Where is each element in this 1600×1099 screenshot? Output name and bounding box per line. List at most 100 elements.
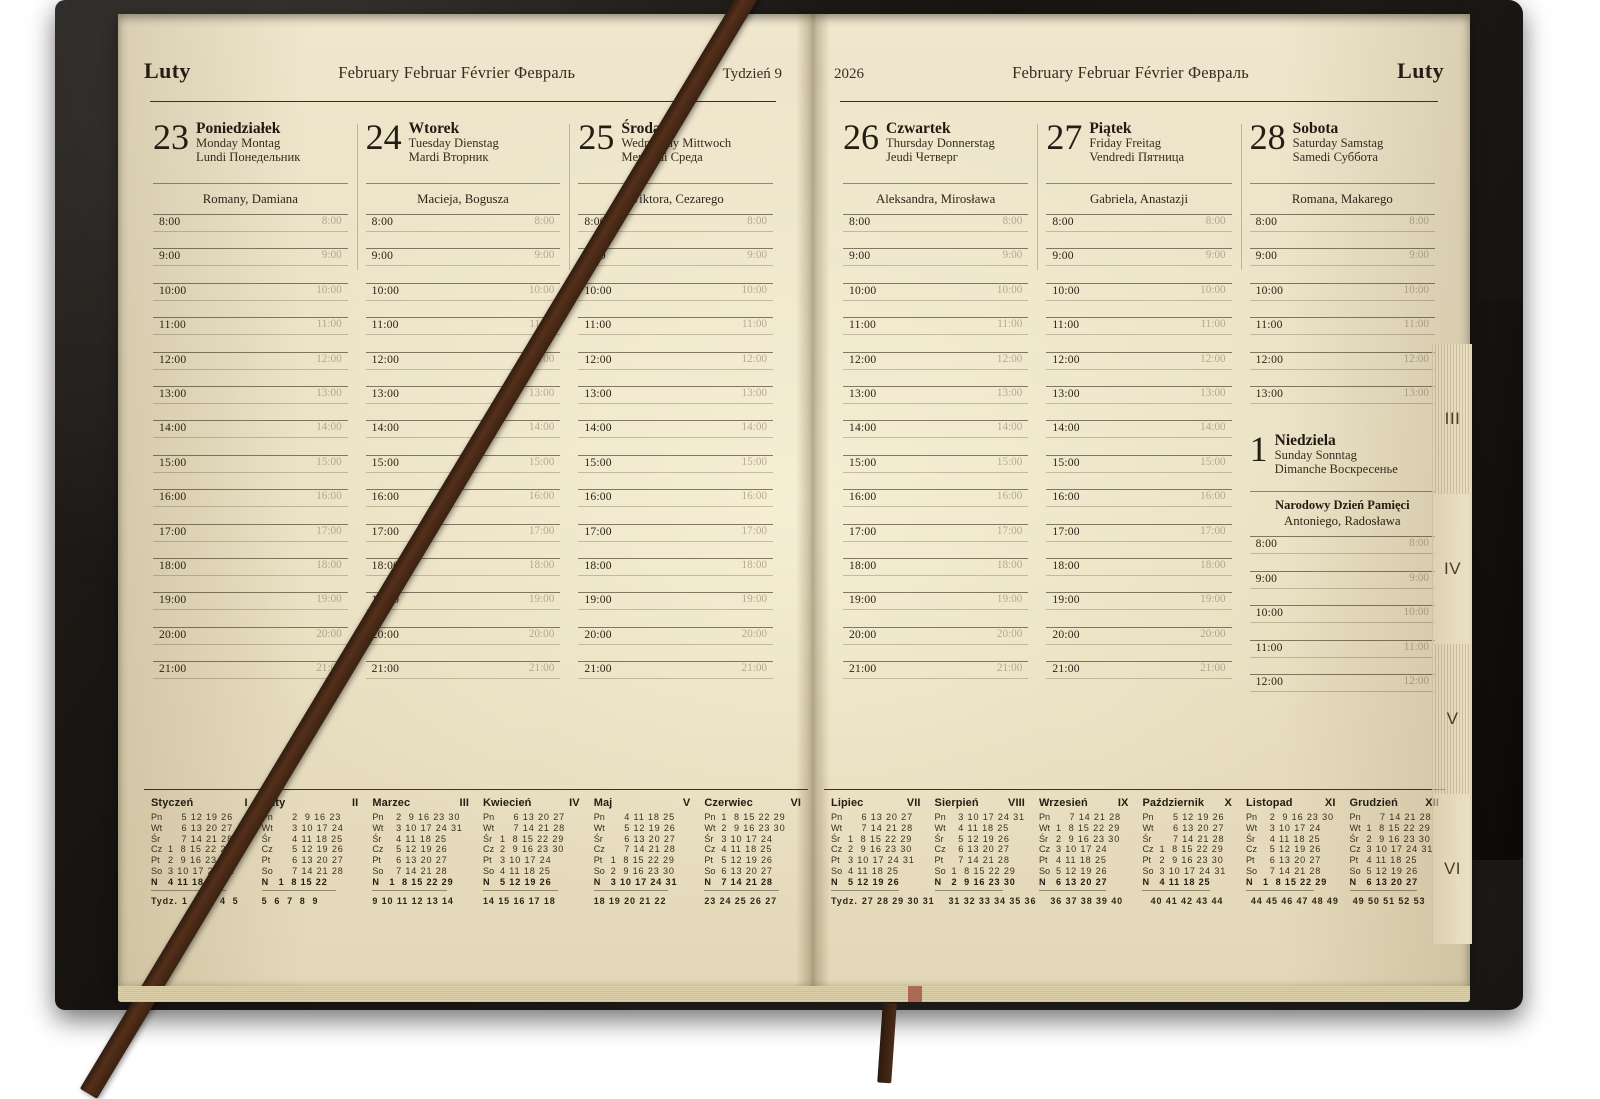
hour-row[interactable]: 10:00 10:00 (843, 282, 1029, 317)
hour-row[interactable]: 20:00 20:00 (1046, 626, 1232, 661)
hour-row[interactable]: 20:00 20:00 (365, 626, 561, 661)
mini-calendar-VII[interactable]: Lipiec VII Pn 6 13 20 27 Wt 7 14 21 28 Śr 1 8… (824, 797, 928, 891)
hour-row[interactable]: 12:00 12:00 (153, 351, 348, 386)
mini-calendar-week-line: Wt 7 14 21 28 (483, 823, 580, 834)
month-index-tab-III[interactable]: III (1432, 344, 1472, 494)
hour-row[interactable]: 9:009:00 (578, 248, 774, 282)
mini-calendar-VI[interactable]: Czerwiec VI Pn 1 8 15 22 29 Wt 2 9 16 23 30 Śr… (697, 797, 808, 891)
hour-row[interactable]: 10:00 10:00 (153, 282, 348, 317)
hour-row[interactable]: 12:00 12:00 (843, 351, 1029, 386)
hour-row[interactable]: 13:00 13:00 (843, 385, 1029, 420)
hour-row[interactable]: 8:00 8:00 (1249, 536, 1435, 570)
mini-calendar-III[interactable]: Marzec III Pn 2 9 16 23 30 Wt 3 10 17 24 31… (365, 797, 476, 891)
hour-row[interactable]: 8:00 8:00 (153, 214, 348, 248)
hour-row[interactable]: 16:00 16:00 (365, 489, 561, 523)
hour-row[interactable]: 14:00 14:00 (843, 420, 1029, 454)
hour-row[interactable]: 18:00 18:00 (843, 557, 1029, 592)
hour-row[interactable]: 11:00 11:00 (1249, 639, 1435, 674)
hour-row[interactable]: 11:00 11:00 (1249, 317, 1435, 351)
day-column-27[interactable]: 27 Piątek Friday Freitag Vendredi Пятница Ga… (1037, 119, 1240, 740)
hour-row[interactable]: 20:00 20:00 (578, 626, 774, 661)
hour-label: 9:00 (1052, 249, 1074, 263)
hour-row[interactable]: 15:00 15:00 (153, 454, 348, 489)
mini-calendar-V[interactable]: Maj V Pn 4 11 18 25 Wt 5 12 19 26 Śr 6 13 20… (587, 797, 698, 891)
hour-row[interactable]: 15:00 15:00 (843, 454, 1029, 489)
hour-row[interactable]: 17:00 17:00 (153, 523, 348, 558)
hour-row[interactable]: 8:00 8:00 (578, 214, 774, 248)
hour-row[interactable]: 13:00 13:00 (1046, 385, 1232, 420)
mini-calendar-IV[interactable]: Kwiecień IV Pn 6 13 20 27 Wt 7 14 21 28 Śr 1 … (476, 797, 587, 891)
hour-row[interactable]: 17:00 17:00 (843, 523, 1029, 558)
hour-row[interactable]: 10:00 10:00 (365, 282, 561, 317)
hour-row[interactable]: 18:00 18:00 (1046, 557, 1232, 592)
hour-row[interactable]: 8:00 8:00 (1249, 214, 1435, 248)
mini-calendar-IX[interactable]: Wrzesień IX Pn 7 14 21 28 Wt 1 8 15 22 29 Śr 2… (1032, 797, 1136, 891)
hour-row[interactable]: 21:00 21:00 (843, 661, 1029, 695)
hour-row[interactable]: 8:00 8:00 (1046, 214, 1232, 248)
hour-row[interactable]: 17:00 17:00 (578, 523, 774, 558)
mini-calendar-VIII[interactable]: Sierpień VIII Pn 3 10 17 24 31 Wt 4 11 18 2… (928, 797, 1032, 891)
hour-row[interactable]: 14:00 14:00 (578, 420, 774, 454)
hour-row[interactable]: 15:00 15:00 (578, 454, 774, 489)
hour-row[interactable]: 19:00 19:00 (843, 592, 1029, 626)
month-index-tab-VI[interactable]: VI (1432, 794, 1472, 944)
hour-row[interactable]: 12:00 12:00 (1046, 351, 1232, 386)
day-column-23[interactable]: 23 Poniedziałek Monday Montag Lundi Понедел… (144, 119, 357, 740)
hour-row[interactable]: 18:00 18:00 (578, 557, 774, 592)
hour-row[interactable]: 14:00 14:00 (1046, 420, 1232, 454)
day-column-28[interactable]: 28 Sobota Saturday Samstag Samedi Суббота Ro… (1240, 119, 1444, 740)
hour-row[interactable]: 15:00 15:00 (1046, 454, 1232, 489)
mini-calendar-XI[interactable]: Listopad XI Pn 2 9 16 23 30 Wt 3 10 17 24 Śr… (1239, 797, 1343, 891)
hour-row[interactable]: 18:00 18:00 (153, 557, 348, 592)
hour-row[interactable]: 8:00 8:00 (843, 214, 1029, 248)
hour-row[interactable]: 13:00 13:00 (153, 385, 348, 420)
hour-row[interactable]: 10:00 10:00 (1249, 282, 1435, 317)
hour-row[interactable]: 16:00 16:00 (153, 489, 348, 523)
day-column-26[interactable]: 26 Czwartek Thursday Donnerstag Jeudi Четве… (834, 119, 1037, 740)
day-column-24[interactable]: 24 Wtorek Tuesday Dienstag Mardi Вторник Mac… (356, 119, 570, 740)
hour-row[interactable]: 14:00 14:00 (365, 420, 561, 454)
hour-row[interactable]: 10:00 10:00 (1249, 605, 1435, 639)
hour-row[interactable]: 11:00 11:00 (153, 317, 348, 351)
hour-row[interactable]: 8:00 8:00 (365, 214, 561, 248)
hour-row[interactable]: 12:00 12:00 (1249, 351, 1435, 386)
hour-row[interactable]: 16:00 16:00 (1046, 489, 1232, 523)
hour-row[interactable]: 20:00 20:00 (843, 626, 1029, 661)
hour-row[interactable]: 13:00 13:00 (365, 385, 561, 420)
hour-row[interactable]: 21:00 21:00 (365, 661, 561, 695)
hour-row[interactable]: 19:00 19:00 (153, 592, 348, 626)
hour-row[interactable]: 13:00 13:00 (1249, 385, 1435, 420)
mini-calendar-I[interactable]: Styczeń I Pn 5 12 19 26 Wt 6 13 20 27 Śr 7 1… (144, 797, 255, 891)
hour-row[interactable]: 11:00 11:00 (843, 317, 1029, 351)
month-index-tab-V[interactable]: V (1432, 644, 1472, 794)
hour-row[interactable]: 17:00 17:00 (1046, 523, 1232, 558)
hour-row[interactable]: 11:00 11:00 (1046, 317, 1232, 351)
hour-row[interactable]: 10:00 10:00 (1046, 282, 1232, 317)
hour-row[interactable]: 12:00 12:00 (1249, 673, 1435, 708)
hour-row[interactable]: 17:00 17:00 (365, 523, 561, 558)
hour-row[interactable]: 21:00 21:00 (578, 661, 774, 695)
hour-row[interactable]: 16:00 16:00 (843, 489, 1029, 523)
month-index-tab-IV[interactable]: IV (1432, 494, 1472, 644)
hour-row[interactable]: 19:00 19:00 (1046, 592, 1232, 626)
hour-row[interactable]: 12:00 12:00 (578, 351, 774, 386)
hour-row[interactable]: 21:00 21:00 (1046, 661, 1232, 695)
hour-row[interactable]: 19:00 19:00 (578, 592, 774, 626)
hour-row[interactable]: 16:00 16:00 (578, 489, 774, 523)
mini-calendar-X[interactable]: Październik X Pn 5 12 19 26 Wt 6 13 20 27 Śr… (1135, 797, 1239, 891)
hour-row[interactable]: 14:00 14:00 (153, 420, 348, 454)
hour-row[interactable]: 20:00 20:00 (153, 626, 348, 661)
hour-row[interactable]: 11:00 11:00 (578, 317, 774, 351)
hour-row[interactable]: 13:00 13:00 (578, 385, 774, 420)
hour-row[interactable]: 10:00 10:00 (578, 282, 774, 317)
sunday-block[interactable]: 1 Niedziela Sunday Sonntag Dimanche Воскрес… (1249, 431, 1435, 708)
